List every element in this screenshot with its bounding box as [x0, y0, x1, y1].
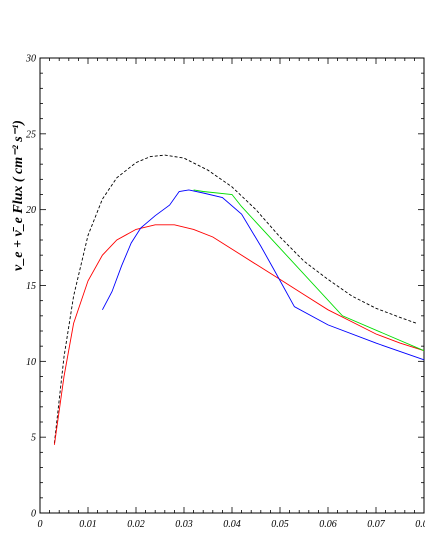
y-tick-label: 10 — [26, 357, 36, 368]
series-line-1 — [53, 224, 425, 445]
axes: 0 0.01 0.02 0.03 0.04 0.05 0.06 0.07 0.08 0 5 10 15 2… — [25, 54, 425, 531]
x-tick-label: 0.06 — [319, 519, 337, 530]
y-tick-label: 20 — [26, 205, 36, 216]
series-line-3 — [102, 189, 425, 361]
plot-frame — [39, 57, 425, 514]
series-line-0 — [53, 154, 417, 444]
series-line-2 — [193, 189, 425, 352]
x-tick-label: 0.04 — [223, 519, 241, 530]
x-tick-label: 0.08 — [415, 519, 425, 530]
y-axis-label: ν_e + ν̄_e Flux ( cm⁻² s⁻¹) — [11, 120, 26, 271]
x-tick-label: 0 — [38, 519, 43, 530]
x-tick-label: 0.02 — [127, 519, 145, 530]
x-tick-label: 0.07 — [367, 519, 386, 530]
x-tick-label: 0.05 — [271, 519, 289, 530]
x-tick-label: 0.01 — [79, 519, 97, 530]
y-tick-label: 5 — [31, 433, 36, 444]
y-axis-label-text: ν_e + ν̄_e Flux ( cm⁻² s⁻¹) — [11, 120, 26, 271]
series-layer — [53, 154, 425, 445]
x-tick-label: 0.03 — [175, 519, 193, 530]
y-tick-label: 15 — [26, 281, 36, 292]
y-tick-label: 30 — [25, 54, 36, 65]
y-tick-label: 0 — [31, 509, 36, 520]
y-tick-label: 25 — [26, 129, 36, 140]
